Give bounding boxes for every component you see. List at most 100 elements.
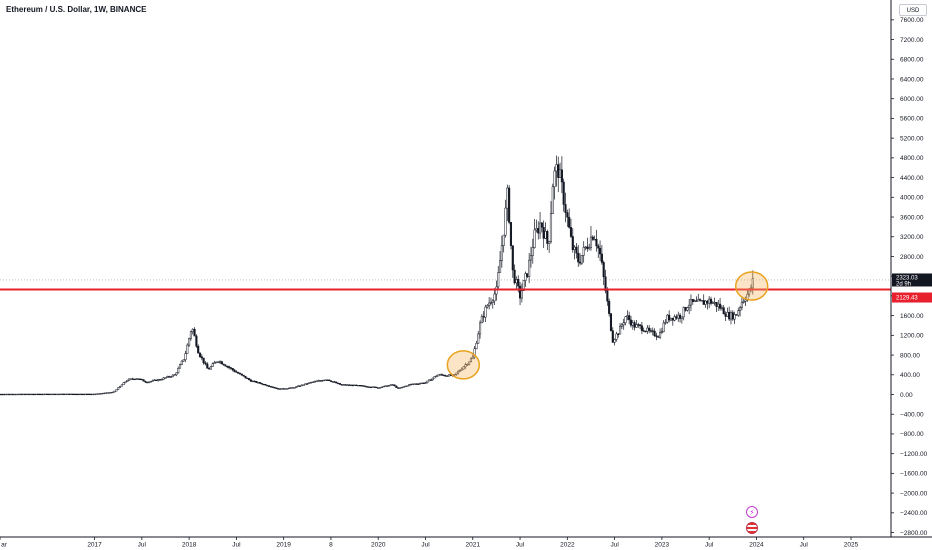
candle-body bbox=[655, 335, 658, 337]
candle-body bbox=[140, 378, 143, 381]
candle-body bbox=[86, 393, 89, 396]
candle-body bbox=[642, 330, 645, 332]
candle-body bbox=[333, 381, 336, 383]
candle-body bbox=[731, 312, 734, 320]
candle-body bbox=[617, 333, 620, 335]
us-flag-icon[interactable] bbox=[746, 522, 758, 534]
chart-title: Ethereum / U.S. Dollar, 1W, BINANCE bbox=[6, 5, 147, 14]
candle-body bbox=[48, 393, 51, 396]
candle-body bbox=[344, 384, 347, 386]
candle-body bbox=[213, 362, 216, 364]
candle-body bbox=[0, 393, 2, 396]
candle-body bbox=[91, 393, 94, 396]
candle-body bbox=[513, 269, 516, 284]
candle-body bbox=[137, 378, 140, 380]
level-price-tag-bg bbox=[892, 292, 932, 303]
candle-body bbox=[409, 383, 413, 386]
candle-body bbox=[669, 317, 673, 321]
candle-body bbox=[546, 231, 549, 244]
candle-body bbox=[726, 312, 729, 317]
candle-body bbox=[18, 393, 22, 396]
candle-body bbox=[620, 324, 623, 327]
candle-body bbox=[713, 302, 716, 304]
candle-body bbox=[418, 383, 422, 385]
candle-body bbox=[424, 382, 427, 384]
candle-body bbox=[382, 385, 385, 388]
candle-body bbox=[493, 293, 496, 302]
candle-body bbox=[278, 388, 282, 390]
candle-body bbox=[224, 364, 227, 367]
candle-body bbox=[566, 212, 569, 218]
candle-body bbox=[260, 383, 263, 385]
candle-body bbox=[444, 375, 447, 377]
candle-body bbox=[188, 338, 191, 346]
candle-body bbox=[588, 247, 591, 250]
candle-body bbox=[229, 367, 232, 369]
candle-body bbox=[584, 246, 587, 248]
candle-body bbox=[682, 307, 685, 318]
candle-body bbox=[522, 280, 525, 291]
candle-body bbox=[191, 328, 194, 332]
candle-body bbox=[693, 300, 696, 302]
candle-body bbox=[284, 388, 287, 390]
candle-body bbox=[619, 325, 622, 335]
candle-body bbox=[575, 246, 578, 254]
candle-body bbox=[35, 393, 38, 396]
candle-body bbox=[20, 393, 23, 396]
candle-body bbox=[277, 388, 280, 390]
candle-body bbox=[420, 382, 423, 384]
candle-body bbox=[375, 386, 378, 389]
candle-body bbox=[182, 359, 185, 362]
candle-body bbox=[366, 386, 369, 388]
candle-body bbox=[564, 204, 567, 213]
candle-body bbox=[317, 380, 320, 382]
candle-body bbox=[673, 316, 676, 321]
currency-button[interactable]: USD bbox=[899, 4, 927, 16]
candle-body bbox=[629, 319, 633, 326]
last-price-tag-bg bbox=[892, 273, 932, 287]
candle-body bbox=[169, 376, 172, 378]
candle-body bbox=[428, 379, 431, 382]
candle-body bbox=[158, 379, 162, 381]
ytick-label: 4400.00 bbox=[900, 175, 924, 182]
candle-body bbox=[115, 389, 118, 392]
candle-body bbox=[2, 393, 5, 396]
candle-body bbox=[348, 384, 351, 386]
candle-body bbox=[298, 385, 302, 387]
candle-body bbox=[33, 393, 36, 396]
xtick-label: 2019 bbox=[276, 542, 291, 549]
candle-body bbox=[78, 393, 82, 396]
candle-body bbox=[202, 357, 205, 364]
candle-body bbox=[118, 385, 122, 388]
candle-body bbox=[293, 387, 296, 389]
candle-body bbox=[600, 253, 603, 263]
candle-body bbox=[209, 366, 212, 370]
ytick-label: −800.00 bbox=[900, 431, 924, 438]
candle-body bbox=[724, 313, 727, 317]
ytick-label: 3200.00 bbox=[900, 234, 924, 241]
candle-body bbox=[231, 368, 234, 371]
candle-body bbox=[733, 314, 736, 320]
candle-body bbox=[64, 393, 67, 396]
candle-body bbox=[706, 300, 709, 304]
candle-body bbox=[228, 366, 231, 368]
candle-body bbox=[246, 377, 249, 380]
candle-body bbox=[557, 164, 560, 178]
candle-body bbox=[258, 382, 262, 384]
lightning-icon[interactable]: ⚡ bbox=[746, 506, 758, 518]
candle-body bbox=[251, 380, 254, 383]
candle-body bbox=[544, 231, 547, 239]
candle-body bbox=[633, 322, 636, 328]
candle-body bbox=[666, 314, 669, 323]
candle-body bbox=[168, 376, 171, 378]
candle-body bbox=[97, 393, 100, 395]
candle-body bbox=[151, 380, 154, 382]
candle-body bbox=[364, 385, 367, 388]
candle-body bbox=[166, 376, 169, 378]
highlight-ellipse bbox=[734, 271, 769, 301]
candle-body bbox=[40, 393, 43, 396]
candle-body bbox=[238, 373, 242, 375]
candle-body bbox=[393, 384, 396, 387]
candle-body bbox=[398, 387, 402, 389]
